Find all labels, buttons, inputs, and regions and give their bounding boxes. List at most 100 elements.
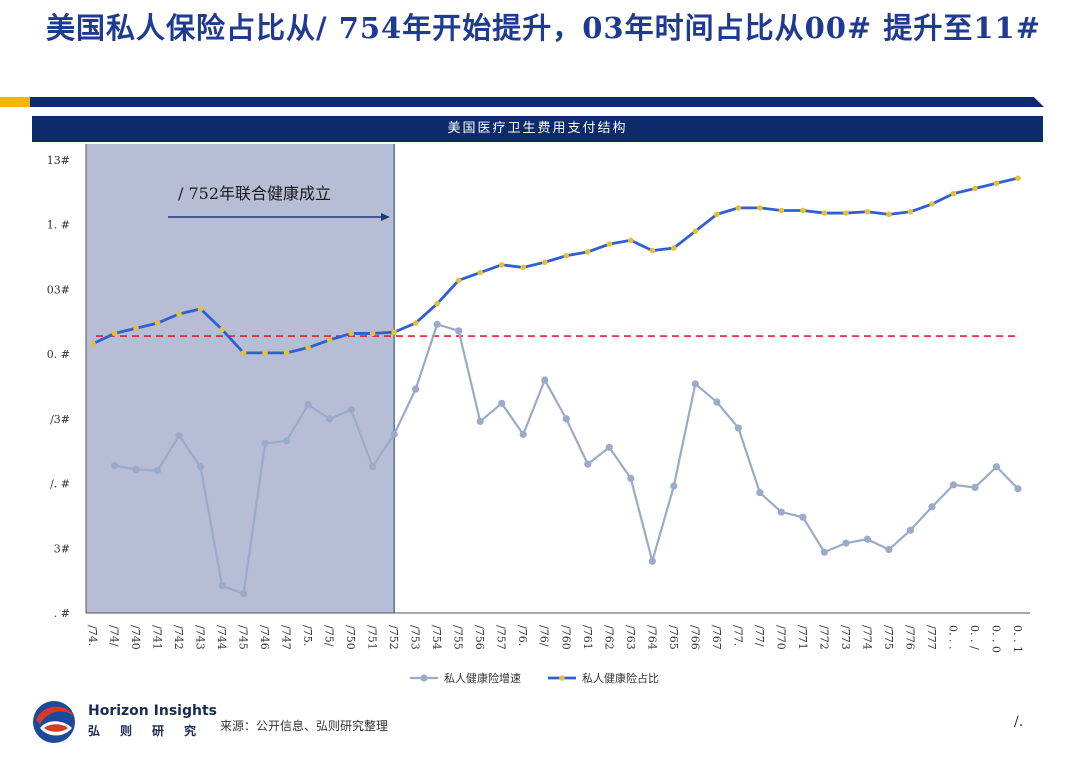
x-tick-label: /774 (860, 625, 873, 650)
y-tick-label: /3# (50, 413, 70, 426)
x-tick-label: /755 (452, 625, 465, 650)
data-point-growth (584, 460, 592, 468)
x-tick-label: /77/ (753, 625, 766, 647)
data-point-share (993, 180, 1000, 187)
y-tick-label: 03# (47, 283, 70, 296)
data-point-share (197, 306, 204, 312)
data-point-share (821, 210, 828, 216)
data-point-growth (476, 417, 484, 426)
data-point-share (563, 252, 570, 259)
x-tick-label: /75. (301, 625, 314, 646)
annotation-arrow-head (381, 213, 390, 221)
title-accent-bar (0, 97, 30, 107)
data-point-share (714, 211, 720, 218)
x-tick-label: /751 (366, 625, 379, 650)
legend-marker-share (559, 675, 565, 681)
y-tick-label: . # (54, 607, 70, 620)
x-tick-label: /744 (215, 625, 228, 650)
data-point-share (541, 259, 548, 266)
y-tick-label: 3# (54, 542, 70, 555)
x-tick-label: /77. (731, 625, 744, 646)
x-tick-label: 0. . 0 (989, 625, 1002, 653)
data-point-share (348, 330, 354, 337)
x-tick-label: /750 (344, 625, 357, 650)
data-point-share (219, 326, 225, 333)
data-point-growth (455, 327, 463, 335)
data-point-share (176, 311, 182, 317)
data-point-growth (283, 437, 291, 445)
data-point-growth (777, 508, 785, 516)
data-point-growth (239, 589, 248, 598)
x-tick-label: 0. . . (946, 625, 959, 649)
data-point-growth (799, 513, 807, 521)
legend-label-growth: 私人健康险增速 (444, 671, 521, 685)
data-point-growth (433, 320, 441, 328)
data-point-growth (842, 539, 850, 547)
x-tick-label: /756 (473, 625, 486, 650)
data-point-growth (412, 385, 420, 393)
x-tick-label: /764 (645, 625, 658, 650)
series-line-share (92, 176, 1019, 355)
data-point-share (498, 262, 505, 268)
data-point-share (864, 208, 871, 215)
data-point-growth (1014, 485, 1022, 493)
x-tick-label: /770 (774, 625, 787, 650)
data-point-growth (992, 463, 1001, 471)
data-point-growth (756, 489, 764, 497)
data-point-growth (885, 545, 893, 554)
data-point-growth (734, 424, 742, 432)
data-point-growth (691, 380, 699, 388)
data-point-share (800, 207, 806, 214)
data-point-growth (863, 535, 872, 543)
data-point-growth (562, 415, 570, 423)
data-point-growth (153, 467, 162, 475)
data-point-share (369, 330, 376, 337)
x-tick-label: /761 (581, 625, 594, 650)
data-point-share (584, 249, 591, 255)
data-point-growth (541, 376, 549, 384)
source-note: 来源：公开信息、弘则研究整理 (220, 719, 389, 733)
data-point-growth (627, 474, 635, 482)
data-point-share (843, 210, 849, 216)
title-underline-bar (30, 97, 1044, 107)
data-point-share (111, 330, 118, 337)
data-point-growth (928, 503, 936, 511)
data-point-growth (326, 415, 334, 423)
legend-marker-growth (420, 674, 428, 682)
data-point-share (455, 277, 462, 284)
x-tick-label: /771 (796, 625, 809, 650)
data-point-growth (713, 398, 721, 406)
data-point-growth (498, 399, 506, 407)
x-tick-label: /742 (172, 625, 185, 650)
x-tick-label: /762 (602, 625, 615, 650)
x-tick-label: /772 (817, 625, 830, 650)
data-point-share (907, 208, 914, 215)
data-point-share (671, 245, 677, 251)
data-point-growth (132, 465, 140, 473)
y-tick-label: 13# (47, 154, 70, 167)
x-tick-label: /775 (882, 625, 895, 650)
legend-label-share: 私人健康险占比 (582, 671, 659, 685)
x-tick-label: /757 (495, 625, 508, 650)
data-point-growth (304, 401, 312, 409)
x-tick-label: /752 (387, 625, 400, 650)
data-point-growth (605, 443, 613, 451)
data-point-share (735, 205, 742, 211)
data-point-growth (218, 582, 226, 590)
data-point-share (326, 337, 333, 343)
data-point-growth (670, 482, 678, 490)
data-point-share (154, 320, 161, 326)
horizon-insights-logo-icon (33, 701, 75, 743)
data-point-share (240, 350, 247, 356)
data-point-growth (196, 463, 205, 471)
x-tick-label: /760 (559, 625, 572, 650)
data-point-growth (971, 483, 979, 492)
x-tick-label: /773 (839, 625, 852, 650)
x-tick-label: 0. . / (968, 625, 981, 650)
data-point-share (778, 207, 785, 214)
x-tick-label: /767 (710, 625, 723, 650)
x-tick-label: /740 (129, 625, 142, 650)
data-point-share (627, 237, 634, 244)
data-point-share (391, 329, 397, 335)
